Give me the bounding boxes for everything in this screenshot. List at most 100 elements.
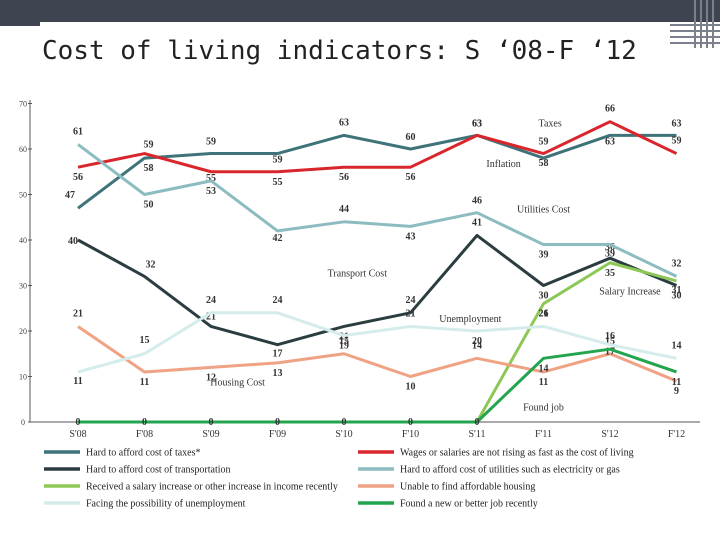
- data-label-found_job: 0: [475, 417, 480, 428]
- data-label-taxes: 60: [406, 132, 416, 143]
- x-tick-label: S'12: [601, 429, 618, 440]
- data-label-wages: 59: [672, 136, 682, 147]
- data-label-unemployment: 15: [140, 335, 150, 346]
- y-tick-label: 10: [19, 373, 27, 382]
- data-label-taxes: 58: [539, 158, 549, 169]
- top-bar-accent: [0, 22, 40, 26]
- y-tick-label: 70: [19, 100, 27, 109]
- data-label-taxes: 59: [273, 155, 283, 166]
- data-label-transport: 36: [605, 242, 615, 253]
- data-label-salary: 31: [672, 285, 682, 296]
- data-label-salary: 26: [539, 309, 549, 320]
- data-label-found_job: 16: [605, 331, 615, 342]
- data-label-found_job: 14: [539, 363, 549, 374]
- series-line-found_job: [78, 347, 677, 424]
- data-label-housing: 15: [339, 336, 349, 347]
- data-label-housing: 12: [206, 372, 216, 383]
- data-label-unemployment: 20: [472, 336, 482, 347]
- data-label-found_job: 11: [672, 377, 681, 388]
- data-label-housing: 9: [674, 386, 679, 397]
- y-tick-label: 50: [19, 191, 27, 200]
- legend-label-taxes: Hard to afford cost of taxes*: [86, 448, 201, 459]
- data-label-housing: 14: [472, 340, 482, 351]
- series-line-taxes: [77, 133, 677, 210]
- data-label-unemployment: 24: [273, 295, 283, 306]
- data-label-unemployment: 21: [539, 308, 549, 319]
- y-tick-label: 30: [19, 282, 27, 291]
- line-chart: 0 10 20 30 40 50 60 70 S'08 F'08 S'09 F'09 S'10 F'10 S…: [19, 100, 700, 510]
- series-annotation-taxes: Taxes: [539, 118, 562, 129]
- x-tick-label: F'08: [136, 429, 153, 440]
- data-label-utilities: 39: [605, 249, 615, 260]
- data-label-housing: 11: [140, 377, 149, 388]
- y-tick-label: 40: [19, 236, 27, 245]
- data-label-wages: 55: [206, 173, 216, 184]
- data-label-wages: 59: [144, 140, 154, 151]
- legend-label-salary: Received a salary increase or other incr…: [86, 482, 338, 493]
- data-label-taxes: 58: [144, 163, 154, 174]
- series-line-housing: [77, 325, 678, 383]
- data-label-utilities: 46: [472, 196, 482, 207]
- data-label-transport: 41: [472, 217, 482, 228]
- data-label-utilities: 39: [539, 250, 549, 261]
- data-label-found_job: 0: [342, 417, 347, 428]
- y-tick-label: 0: [21, 418, 25, 427]
- data-label-housing: 13: [273, 368, 283, 379]
- series-annotation-unemployment: Unemployment: [439, 314, 501, 325]
- data-label-transport: 24: [406, 295, 416, 306]
- series-line-salary: [78, 261, 677, 424]
- x-tick-label: F'11: [535, 429, 552, 440]
- data-label-wages: 66: [605, 104, 615, 115]
- data-label-wages: 59: [539, 137, 549, 148]
- data-label-housing: 11: [539, 377, 548, 388]
- series-annotation-utilities: Utilities Cost: [517, 205, 570, 216]
- y-tick-label: 60: [19, 145, 27, 154]
- data-label-transport: 17: [273, 349, 283, 360]
- data-label-wages: 63: [472, 118, 482, 129]
- series-annotation-transport: Transport Cost: [328, 268, 388, 279]
- slide-title: Cost of living indicators: S ‘08-F ‘12: [42, 36, 637, 66]
- data-label-unemployment: 19: [339, 341, 349, 352]
- data-label-taxes: 63: [605, 136, 615, 147]
- legend-label-housing: Unable to find affordable housing: [400, 482, 535, 493]
- data-label-wages: 56: [73, 172, 83, 183]
- data-label-housing: 21: [73, 308, 83, 319]
- data-label-taxes: 59: [206, 137, 216, 148]
- data-label-transport: 32: [146, 259, 156, 270]
- data-label-found_job: 0: [142, 417, 147, 428]
- legend-label-wages: Wages or salaries are not rising as fast…: [400, 448, 634, 459]
- data-label-unemployment: 24: [206, 295, 216, 306]
- x-tick-label: S'09: [202, 429, 219, 440]
- data-label-wages: 56: [406, 172, 416, 183]
- data-label-wages: 56: [339, 172, 349, 183]
- data-label-taxes: 63: [472, 118, 482, 129]
- x-tick-label: S'08: [69, 429, 86, 440]
- data-label-utilities: 50: [144, 200, 154, 211]
- data-label-utilities: 61: [73, 126, 83, 137]
- top-bar: [0, 0, 720, 22]
- data-label-utilities: 44: [339, 204, 349, 215]
- legend-label-unemployment: Facing the possibility of unemployment: [86, 499, 246, 510]
- legend-label-transport: Hard to afford cost of transportation: [86, 465, 231, 476]
- data-label-found_job: 0: [408, 417, 413, 428]
- data-label-salary: 35: [605, 268, 615, 279]
- data-label-found_job: 0: [275, 417, 280, 428]
- data-label-housing: 15: [605, 336, 615, 347]
- data-label-utilities: 53: [206, 186, 216, 197]
- x-tick-label: S'11: [469, 429, 486, 440]
- data-label-taxes: 63: [339, 117, 349, 128]
- legend-label-found_job: Found a new or better job recently: [400, 499, 538, 510]
- legend-label-utilities: Hard to afford cost of utilities such as…: [400, 465, 620, 476]
- data-label-transport: 30: [672, 291, 682, 302]
- data-label-unemployment: 11: [73, 376, 82, 387]
- data-label-unemployment: 17: [605, 347, 615, 358]
- data-label-taxes: 47: [65, 190, 75, 201]
- corner-decoration: [670, 0, 720, 48]
- data-label-unemployment: 14: [672, 340, 682, 351]
- series-line-transport: [77, 233, 678, 347]
- data-label-taxes: 63: [672, 118, 682, 129]
- x-tick-label: F'12: [668, 429, 685, 440]
- x-tick-label: F'10: [402, 429, 419, 440]
- data-label-utilities: 32: [672, 258, 682, 269]
- data-label-housing: 10: [406, 382, 416, 393]
